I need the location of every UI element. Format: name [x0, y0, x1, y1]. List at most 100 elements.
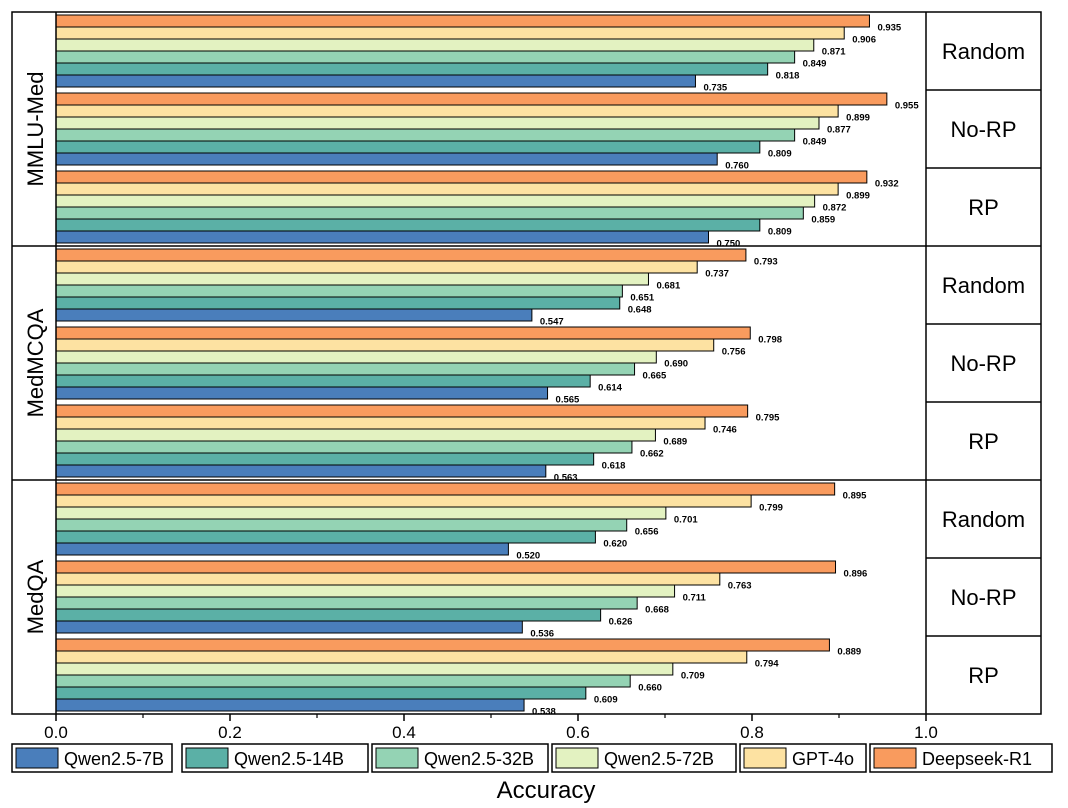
- value-label-medqa-no-rp-qwen2-5-32b: 0.668: [645, 605, 669, 616]
- bar-medmcqa-rp-gpt-4o: [55, 416, 706, 430]
- bar-medqa-random-qwen2-5-32b: [55, 518, 628, 532]
- bar-mmlu-med-rp-qwen2-5-14b: [55, 218, 761, 232]
- value-label-medmcqa-rp-qwen2-5-72b: 0.689: [663, 437, 687, 448]
- bar-medmcqa-random-qwen2-5-7b: [55, 308, 533, 322]
- value-label-medqa-random-qwen2-5-7b: 0.520: [516, 551, 540, 562]
- bar-medqa-no-rp-gpt-4o: [55, 572, 721, 586]
- value-label-mmlu-med-random-qwen2-5-7b: 0.735: [703, 83, 727, 94]
- setting-label-medqa-rp: RP: [968, 663, 999, 688]
- value-label-mmlu-med-no-rp-qwen2-5-32b: 0.849: [803, 137, 827, 148]
- bar-medmcqa-no-rp-qwen2-5-7b: [55, 386, 549, 400]
- value-label-mmlu-med-random-qwen2-5-32b: 0.849: [803, 59, 827, 70]
- legend-label-deepseek-r1: Deepseek-R1: [922, 749, 1032, 769]
- bar-medqa-rp-deepseek-r1: [55, 638, 830, 652]
- value-label-medmcqa-random-qwen2-5-7b: 0.547: [540, 317, 564, 328]
- bar-medqa-random-deepseek-r1: [55, 482, 836, 496]
- value-label-mmlu-med-rp-gpt-4o: 0.899: [846, 191, 870, 202]
- bar-medmcqa-rp-qwen2-5-72b: [55, 428, 656, 442]
- bar-mmlu-med-no-rp-qwen2-5-32b: [55, 128, 796, 142]
- value-label-mmlu-med-no-rp-qwen2-5-7b: 0.760: [725, 161, 749, 172]
- bar-medqa-no-rp-qwen2-5-32b: [55, 596, 638, 610]
- value-label-medqa-random-gpt-4o: 0.799: [759, 503, 783, 514]
- value-label-medqa-rp-gpt-4o: 0.794: [755, 659, 779, 670]
- setting-label-mmlu-med-rp: RP: [968, 195, 999, 220]
- bar-medmcqa-no-rp-qwen2-5-32b: [55, 362, 636, 376]
- bar-medqa-rp-qwen2-5-14b: [55, 686, 587, 700]
- x-tick-label: 0.6: [566, 723, 590, 742]
- legend-label-qwen2-5-7b: Qwen2.5-7B: [64, 749, 164, 769]
- bar-medmcqa-random-gpt-4o: [55, 260, 698, 274]
- setting-label-medmcqa-rp: RP: [968, 429, 999, 454]
- bar-mmlu-med-random-qwen2-5-32b: [55, 50, 796, 64]
- value-label-medmcqa-no-rp-qwen2-5-14b: 0.614: [598, 383, 622, 394]
- value-label-medqa-no-rp-gpt-4o: 0.763: [728, 581, 752, 592]
- value-label-mmlu-med-random-qwen2-5-14b: 0.818: [776, 71, 800, 82]
- value-label-medmcqa-no-rp-qwen2-5-32b: 0.665: [643, 371, 667, 382]
- bar-medqa-rp-qwen2-5-72b: [55, 662, 674, 676]
- dataset-label-medqa: MedQA: [23, 559, 48, 634]
- legend-swatch-qwen2-5-14b: [185, 747, 229, 769]
- value-label-medqa-random-qwen2-5-14b: 0.620: [603, 539, 627, 550]
- bar-medqa-rp-gpt-4o: [55, 650, 748, 664]
- x-tick-label: 0.8: [740, 723, 764, 742]
- setting-label-medqa-random: Random: [942, 507, 1025, 532]
- bar-mmlu-med-no-rp-qwen2-5-7b: [55, 152, 718, 166]
- bar-medmcqa-no-rp-gpt-4o: [55, 338, 715, 352]
- dataset-label-mmlu-med: MMLU-Med: [23, 72, 48, 187]
- value-label-medmcqa-random-gpt-4o: 0.737: [705, 269, 729, 280]
- value-label-medqa-rp-qwen2-5-72b: 0.709: [681, 671, 705, 682]
- x-tick-label: 0.2: [218, 723, 242, 742]
- bar-medmcqa-rp-qwen2-5-7b: [55, 464, 547, 478]
- bar-mmlu-med-random-qwen2-5-7b: [55, 74, 696, 88]
- setting-label-mmlu-med-no-rp: No-RP: [950, 117, 1016, 142]
- value-label-medqa-no-rp-qwen2-5-14b: 0.626: [609, 617, 633, 628]
- value-label-mmlu-med-rp-deepseek-r1: 0.932: [875, 179, 899, 190]
- value-label-mmlu-med-no-rp-qwen2-5-14b: 0.809: [768, 149, 792, 160]
- bar-medqa-random-qwen2-5-7b: [55, 542, 509, 556]
- value-label-medqa-random-qwen2-5-32b: 0.656: [635, 527, 659, 538]
- bar-medqa-random-qwen2-5-14b: [55, 530, 596, 544]
- value-label-mmlu-med-random-qwen2-5-72b: 0.871: [822, 47, 846, 58]
- bar-medmcqa-no-rp-deepseek-r1: [55, 326, 751, 340]
- bar-medqa-random-qwen2-5-72b: [55, 506, 667, 520]
- setting-label-medqa-no-rp: No-RP: [950, 585, 1016, 610]
- bar-medmcqa-random-qwen2-5-72b: [55, 272, 649, 286]
- legend-label-gpt-4o: GPT-4o: [792, 749, 854, 769]
- value-label-medqa-no-rp-qwen2-5-7b: 0.536: [530, 629, 554, 640]
- legend-swatch-deepseek-r1: [873, 747, 917, 769]
- bar-medqa-no-rp-qwen2-5-14b: [55, 608, 602, 622]
- x-tick-label: 0.4: [392, 723, 416, 742]
- bar-mmlu-med-no-rp-qwen2-5-72b: [55, 116, 820, 130]
- value-label-medmcqa-no-rp-deepseek-r1: 0.798: [758, 335, 782, 346]
- value-label-medmcqa-rp-deepseek-r1: 0.795: [756, 413, 780, 424]
- legend-swatch-qwen2-5-7b: [15, 747, 59, 769]
- value-label-medqa-no-rp-deepseek-r1: 0.896: [844, 569, 868, 580]
- value-label-medqa-random-deepseek-r1: 0.895: [843, 491, 867, 502]
- value-label-mmlu-med-random-gpt-4o: 0.906: [852, 35, 876, 46]
- x-axis-title: Accuracy: [497, 777, 596, 804]
- bar-mmlu-med-random-gpt-4o: [55, 26, 845, 40]
- bar-medqa-rp-qwen2-5-7b: [55, 698, 525, 712]
- value-label-mmlu-med-rp-qwen2-5-72b: 0.872: [823, 203, 847, 214]
- value-label-medqa-rp-deepseek-r1: 0.889: [837, 647, 861, 658]
- value-label-medmcqa-random-qwen2-5-72b: 0.681: [656, 281, 680, 292]
- value-label-medmcqa-rp-qwen2-5-7b: 0.563: [554, 473, 578, 484]
- legend-label-qwen2-5-14b: Qwen2.5-14B: [234, 749, 344, 769]
- bar-medqa-no-rp-deepseek-r1: [55, 560, 837, 574]
- value-label-mmlu-med-rp-qwen2-5-7b: 0.750: [717, 239, 741, 250]
- setting-label-medmcqa-random: Random: [942, 273, 1025, 298]
- bar-medmcqa-random-qwen2-5-14b: [55, 296, 621, 310]
- value-label-medqa-rp-qwen2-5-32b: 0.660: [638, 683, 662, 694]
- value-label-mmlu-med-no-rp-gpt-4o: 0.899: [846, 113, 870, 124]
- bar-mmlu-med-no-rp-qwen2-5-14b: [55, 140, 761, 154]
- bar-medmcqa-rp-qwen2-5-32b: [55, 440, 633, 454]
- legend-label-qwen2-5-72b: Qwen2.5-72B: [604, 749, 714, 769]
- value-label-medmcqa-no-rp-qwen2-5-7b: 0.565: [556, 395, 580, 406]
- bar-medmcqa-no-rp-qwen2-5-14b: [55, 374, 591, 388]
- bar-mmlu-med-rp-qwen2-5-32b: [55, 206, 804, 220]
- value-label-medmcqa-random-qwen2-5-14b: 0.648: [628, 305, 652, 316]
- bar-medqa-no-rp-qwen2-5-7b: [55, 620, 523, 634]
- value-label-medqa-rp-qwen2-5-7b: 0.538: [532, 707, 556, 718]
- value-label-medmcqa-rp-gpt-4o: 0.746: [713, 425, 737, 436]
- bar-medmcqa-rp-deepseek-r1: [55, 404, 749, 418]
